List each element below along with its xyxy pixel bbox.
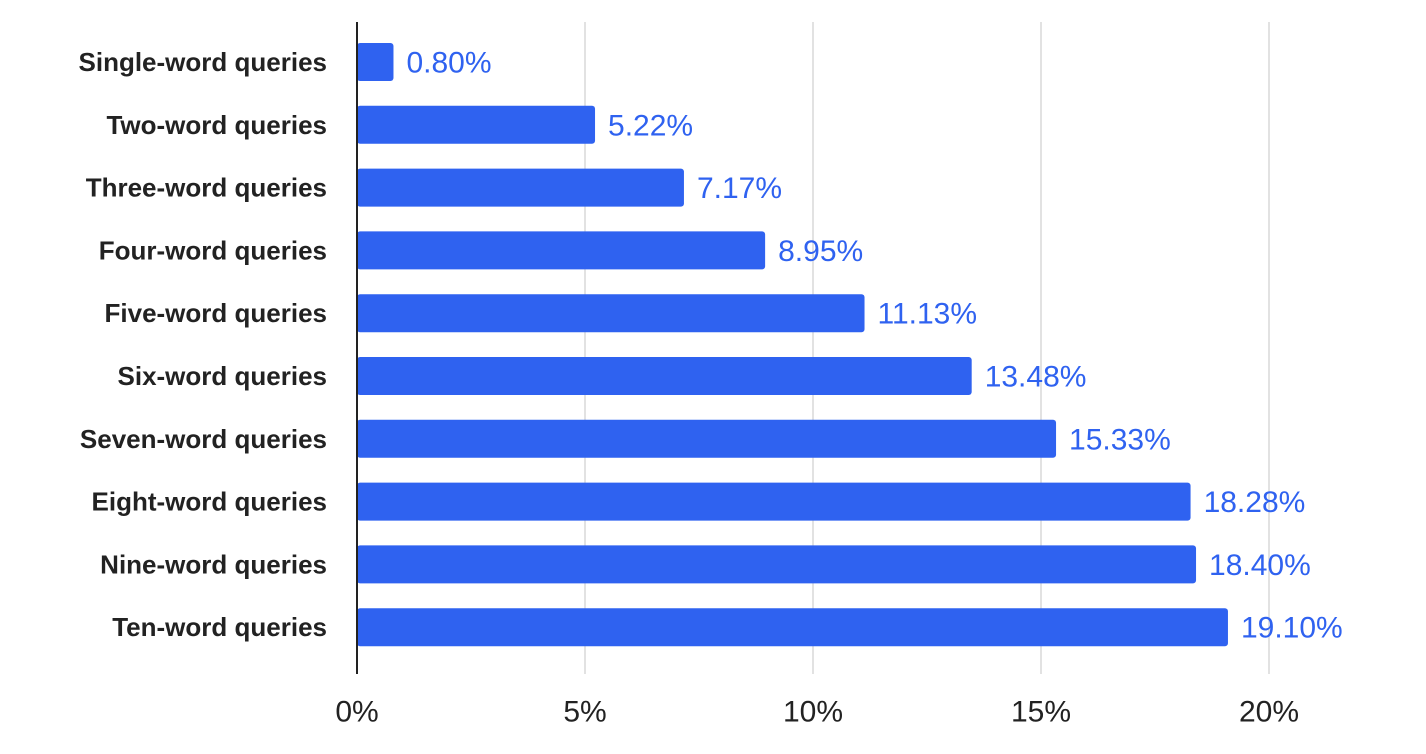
bar: [357, 168, 684, 207]
value-label: 11.13%: [878, 298, 978, 331]
bar: [357, 357, 972, 395]
category-label: Eight-word queries: [92, 487, 327, 517]
value-label: 7.17%: [697, 172, 782, 205]
category-label: Ten-word queries: [112, 612, 327, 642]
bars: [357, 43, 1228, 647]
bar: [357, 294, 865, 333]
category-label: Four-word queries: [99, 235, 327, 265]
value-label: 13.48%: [985, 361, 1087, 394]
value-label: 5.22%: [608, 109, 693, 142]
labels: Single-word queries 0.80% Two-word queries…: [79, 47, 1343, 729]
category-label: Three-word queries: [86, 173, 327, 203]
category-label: Two-word queries: [106, 110, 327, 140]
category-label: Five-word queries: [105, 298, 328, 328]
bar: [357, 105, 596, 144]
bar: [357, 43, 394, 81]
bar: [357, 231, 766, 270]
x-tick-label: 10%: [783, 696, 843, 729]
x-tick-label: 20%: [1239, 696, 1299, 729]
x-tick-label: 0%: [335, 696, 378, 729]
value-label: 8.95%: [778, 235, 863, 268]
bar: [357, 482, 1191, 521]
bar: [357, 545, 1197, 584]
x-tick-label: 15%: [1011, 696, 1071, 729]
value-label: 19.10%: [1241, 612, 1343, 645]
category-label: Six-word queries: [118, 361, 328, 391]
bar: [357, 419, 1057, 458]
value-label: 18.40%: [1209, 549, 1311, 582]
x-tick-label: 5%: [563, 696, 606, 729]
category-label: Single-word queries: [79, 47, 328, 77]
value-label: 0.80%: [406, 47, 491, 80]
category-label: Seven-word queries: [80, 424, 327, 454]
category-label: Nine-word queries: [100, 549, 327, 579]
value-label: 15.33%: [1069, 423, 1171, 456]
value-label: 18.28%: [1204, 486, 1306, 519]
bar: [357, 608, 1228, 647]
